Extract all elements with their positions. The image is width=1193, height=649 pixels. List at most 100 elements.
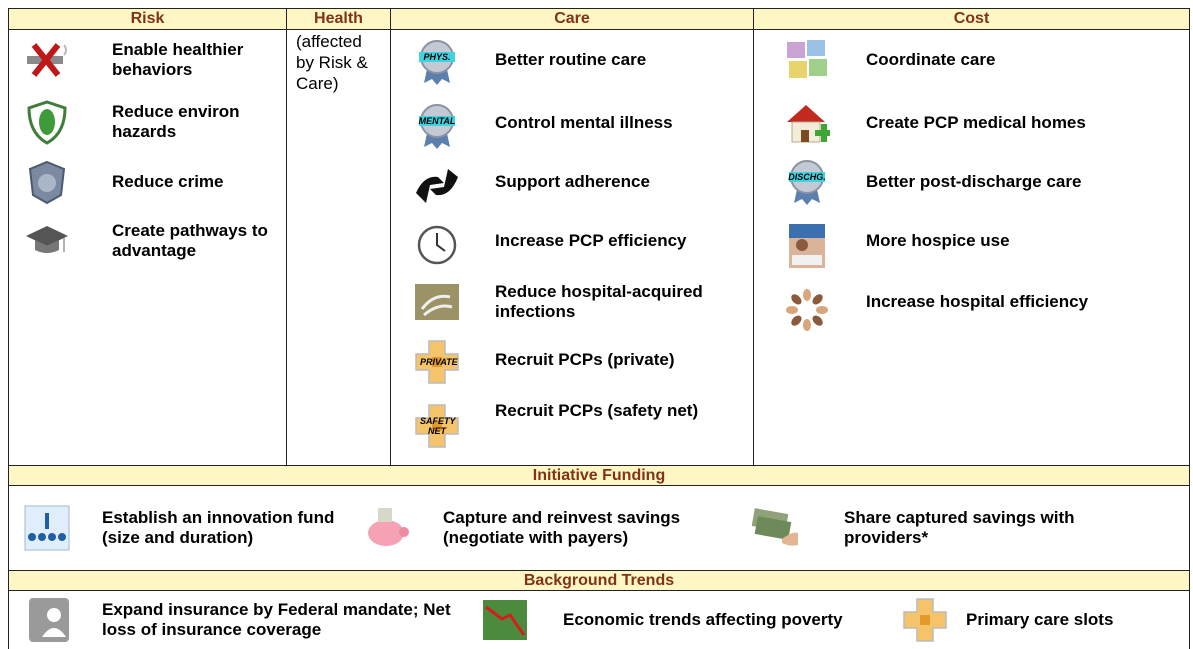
icon-shape [485, 605, 526, 636]
icon [483, 600, 527, 640]
icon-shape [786, 306, 798, 314]
icon-shape [787, 105, 825, 122]
icon-shape [803, 319, 811, 331]
icon [415, 404, 459, 448]
health-note: (affected by Risk & Care) [296, 32, 368, 93]
icon-shape [812, 294, 823, 305]
icon-shape [47, 608, 61, 622]
item-text: Control mental illness [495, 113, 673, 132]
item-text: Capture and reinvest savings (negotiate … [443, 508, 681, 547]
icon-shape [368, 520, 404, 546]
icon-shape [812, 315, 823, 326]
icon [903, 598, 947, 642]
icon-shape [420, 294, 453, 317]
icon-shape [791, 315, 802, 326]
icon-shape [26, 226, 68, 246]
icon-label: SAFETY NET [420, 416, 456, 436]
icon [752, 508, 798, 546]
icon-label: MENTAL [418, 116, 456, 126]
item-text: Support adherence [495, 172, 650, 191]
icon-shape [415, 284, 459, 320]
item-text: Reduce environ hazards [112, 102, 240, 141]
item-text: Increase PCP efficiency [495, 231, 687, 250]
icon-shape [432, 357, 442, 367]
icon-shape [787, 42, 805, 58]
icon [26, 226, 68, 253]
icon [789, 224, 825, 268]
icon [417, 225, 457, 265]
icon [416, 169, 458, 203]
icon [786, 289, 828, 331]
icon-shape [789, 172, 825, 182]
icon-shape [399, 527, 409, 537]
icon-shape [430, 169, 458, 196]
icon-shape [920, 615, 930, 625]
item-text: Expand insurance by Federal mandate; Net… [102, 600, 451, 639]
icon [789, 160, 825, 205]
icon [27, 100, 67, 145]
item-text: Economic trends affecting poverty [563, 610, 843, 629]
icon-shape [801, 130, 809, 142]
icon-shape [754, 516, 792, 540]
column-header: Risk [8, 8, 287, 30]
icon-shape [63, 44, 67, 56]
item-text: Share captured savings with providers* [844, 508, 1075, 547]
icon-shape [815, 124, 830, 142]
health-cell [286, 29, 391, 466]
item-text: Create PCP medical homes [866, 113, 1086, 132]
icon-shape [58, 533, 66, 541]
section-header: Background Trends [8, 570, 1190, 591]
icon-shape [416, 176, 444, 203]
item-text: Coordinate care [866, 50, 996, 69]
icon-label: PRIVATE [420, 357, 458, 367]
item-text: Primary care slots [966, 610, 1114, 629]
icon [27, 43, 67, 77]
item-text: More hospice use [866, 231, 1010, 250]
icon-shape [803, 289, 811, 301]
item-text: Reduce hospital-acquired infections [495, 282, 703, 321]
icon-shape [789, 224, 825, 238]
icon-shape [807, 40, 825, 56]
column-header: Care [390, 8, 754, 30]
item-text: Reduce crime [112, 172, 224, 191]
icon [419, 40, 455, 85]
item-text: Better post-discharge care [866, 172, 1082, 191]
icon-shape [31, 43, 61, 77]
item-text: Recruit PCPs (safety net) [495, 401, 699, 420]
icon-shape [809, 59, 827, 76]
icon-label: PHYS. [423, 52, 451, 62]
icon-shape [48, 533, 56, 541]
icon-shape [432, 421, 442, 431]
icon-label: DISCHG. [788, 172, 826, 182]
icon-shape [42, 628, 66, 637]
icon-shape [419, 52, 455, 62]
icon-shape [35, 240, 59, 253]
item-text: Recruit PCPs (private) [495, 350, 675, 369]
icon-shape [791, 294, 802, 305]
item-text: Establish an innovation fund (size and d… [102, 508, 335, 547]
icon [415, 284, 459, 320]
icon [415, 340, 459, 384]
icon [29, 598, 69, 642]
icon-shape [45, 513, 49, 529]
icon-shape [782, 532, 798, 546]
icon-shape [419, 116, 455, 126]
icon-shape [38, 174, 56, 192]
icon-shape [378, 508, 392, 522]
icon-shape [28, 533, 36, 541]
icon-shape [792, 255, 822, 265]
column-header: Cost [753, 8, 1190, 30]
trends-row [8, 590, 1190, 649]
icon-shape [39, 109, 55, 135]
icon-shape [789, 61, 807, 78]
icon [368, 508, 409, 546]
icon [24, 505, 70, 551]
icon [28, 160, 66, 205]
icon [419, 104, 455, 149]
section-header: Initiative Funding [8, 465, 1190, 486]
item-text: Better routine care [495, 50, 647, 69]
item-text: Create pathways to advantage [112, 221, 268, 260]
item-text: Enable healthier behaviors [112, 40, 244, 79]
item-text: Increase hospital efficiency [866, 292, 1089, 311]
